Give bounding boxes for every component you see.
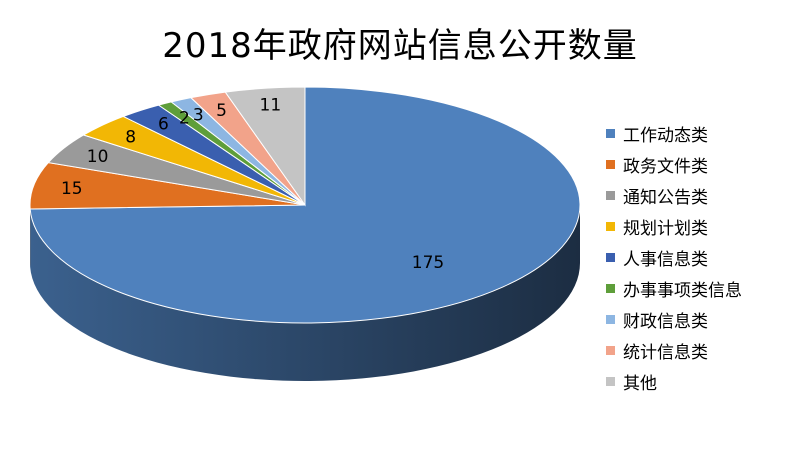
legend-label: 办事事项类信息 (623, 281, 742, 301)
data-label-4: 8 (125, 127, 136, 147)
data-label-3: 10 (87, 147, 109, 167)
legend-item: 财政信息类 (606, 304, 796, 335)
legend-swatch (606, 222, 615, 231)
legend-item: 其他 (606, 366, 796, 397)
legend-swatch (606, 346, 615, 355)
legend-swatch (606, 253, 615, 262)
legend-label: 规划计划类 (623, 219, 708, 239)
data-label-5: 6 (158, 115, 169, 135)
legend-label: 通知公告类 (623, 188, 708, 208)
pie-side-1 (30, 205, 581, 381)
data-label-9: 11 (260, 96, 282, 116)
legend-label: 其他 (623, 374, 657, 394)
legend-item: 工作动态类 (606, 118, 796, 149)
legend: 工作动态类政务文件类通知公告类规划计划类人事信息类办事事项类信息 财政信息类统计信… (606, 118, 796, 397)
legend-label: 统计信息类 (623, 343, 708, 363)
legend-label: 人事信息类 (623, 250, 708, 270)
pie-slice-9 (224, 86, 306, 207)
data-label-7: 3 (193, 105, 204, 125)
legend-item: 规划计划类 (606, 211, 796, 242)
data-label-8: 5 (216, 101, 227, 121)
legend-label: 政务文件类 (623, 157, 708, 177)
data-label-1: 175 (412, 253, 444, 273)
legend-swatch (606, 284, 615, 293)
legend-swatch (606, 160, 615, 169)
legend-swatch (606, 191, 615, 200)
legend-swatch (606, 315, 615, 324)
legend-item: 通知公告类 (606, 180, 796, 211)
legend-label: 工作动态类 (623, 126, 708, 146)
legend-item: 人事信息类 (606, 242, 796, 273)
legend-item: 办事事项类信息 (606, 273, 796, 304)
data-label-6: 2 (179, 109, 190, 129)
legend-swatch (606, 129, 615, 138)
legend-swatch (606, 377, 615, 386)
legend-item: 政务文件类 (606, 149, 796, 180)
chart-title: 2018年政府网站信息公开数量 (162, 26, 638, 66)
legend-item: 统计信息类 (606, 335, 796, 366)
legend-label: 财政信息类 (623, 312, 708, 332)
data-label-2: 15 (61, 179, 83, 199)
